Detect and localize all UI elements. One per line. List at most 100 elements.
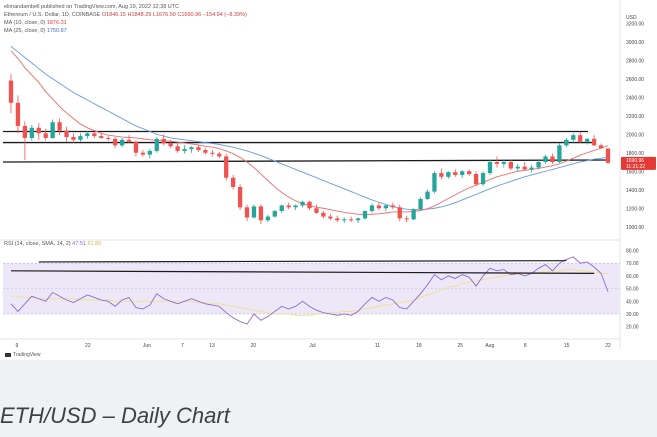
candle-body: [140, 152, 146, 155]
candle-body: [126, 139, 132, 142]
candle-body: [550, 156, 555, 162]
rsi-axis-tick: 80.00: [626, 249, 639, 255]
candle-body: [71, 137, 76, 140]
candle-body: [293, 205, 298, 208]
price-axis-tick: 1200.00: [626, 206, 644, 212]
rsi-axis-tick: 20.00: [626, 325, 639, 331]
candle-body: [36, 127, 41, 134]
ma10-value: 1876.31: [46, 20, 67, 26]
candle-body: [348, 219, 354, 221]
candle-body: [64, 130, 69, 138]
rsi-value: 47.51: [72, 241, 86, 247]
candle-body: [251, 206, 257, 218]
time-axis-tick: 25: [457, 343, 463, 349]
candle-body: [404, 218, 409, 220]
candle-body: [536, 162, 541, 168]
candle-body: [460, 171, 465, 175]
candle-body: [369, 205, 375, 212]
attribution-text: elimandambell published on TradingView.c…: [4, 4, 180, 10]
candle-body: [8, 80, 14, 103]
ma10-line: [10, 50, 609, 216]
candle-body: [168, 143, 173, 147]
price-axis-tick: 3200.00: [626, 21, 644, 27]
price-axis-tick: 1400.00: [626, 188, 644, 194]
time-axis-tick: 15: [564, 343, 570, 349]
candle-body: [321, 212, 326, 217]
candle-body: [50, 122, 55, 138]
candle-body: [244, 207, 250, 218]
candle-body: [147, 150, 152, 155]
candle-body: [217, 153, 222, 157]
ma25-label: MA (25, close, 0): [4, 28, 46, 34]
rsi-sma-value: 61.89: [87, 241, 102, 247]
candle-body: [15, 102, 21, 126]
candle-body: [439, 173, 444, 177]
rsi-header: RSI (14, close, SMA, 14, 2) 47.51 61.89: [4, 241, 101, 247]
candle-body: [29, 127, 34, 138]
candle-body: [314, 208, 319, 213]
chart-caption: ETH/USD – Daily Chart: [0, 403, 230, 428]
candle-body: [230, 177, 236, 187]
chart-header: elimandambell published on TradingView.c…: [4, 3, 247, 35]
tradingview-logo[interactable]: TradingView: [5, 352, 41, 358]
candle-body: [543, 156, 548, 162]
candle-body: [85, 133, 90, 137]
price-axis-tick: 2600.00: [626, 77, 644, 83]
candle-body: [210, 152, 215, 154]
last-price-countdown: 11:21:22: [626, 164, 645, 170]
candle-body: [112, 138, 118, 146]
time-axis-tick: 7: [181, 343, 184, 349]
candle-body: [473, 174, 479, 185]
time-axis-tick: 18: [416, 343, 422, 349]
rsi-axis-tick: 70.00: [626, 261, 639, 267]
candle-body: [557, 145, 562, 162]
candle-body: [571, 135, 576, 140]
candle-body: [508, 162, 513, 169]
time-axis-tick: Jul: [309, 343, 315, 349]
time-axis-tick: Jun: [143, 343, 151, 349]
candle-body: [515, 166, 520, 169]
price-axis-tick: 2200.00: [626, 114, 644, 120]
price-axis-tick: 1800.00: [626, 151, 644, 157]
candle-body: [119, 139, 125, 146]
candle-body: [279, 205, 284, 212]
candle-body: [196, 147, 201, 150]
candle-body: [133, 141, 139, 153]
candle-body: [397, 207, 402, 219]
ma25-value: 1750.87: [46, 28, 67, 34]
candle-body: [78, 136, 83, 140]
candle-body: [432, 173, 437, 192]
last-price-value: 1690.96: [626, 158, 644, 164]
price-axis-currency: USD: [626, 15, 637, 21]
candle-body: [224, 156, 229, 178]
candle-body: [154, 138, 159, 151]
candle-body: [175, 146, 180, 151]
price-axis-tick: 1600.00: [626, 169, 644, 175]
candle-body: [522, 166, 527, 170]
chart-svg: USD 1000.00 1200.00 1400.00 1600.00 1800.00 20…: [0, 0, 656, 349]
candle-body: [446, 172, 451, 177]
candle-body: [411, 209, 416, 220]
candle-body: [501, 162, 507, 164]
rsi-label: RSI (14, close, SMA, 14, 2): [4, 241, 71, 247]
ma25-line: [10, 46, 609, 211]
chart-frame: USD 1000.00 1200.00 1400.00 1600.00 1800.00 20…: [0, 0, 657, 360]
candle-body: [300, 201, 305, 206]
price-axis-tick: 1000.00: [626, 225, 644, 231]
ohlc-text: O1846.15 H1848.29 L1676.50 C1690.96 −154…: [101, 12, 247, 18]
candle-body: [342, 219, 347, 221]
rsi-axis-tick: 40.00: [626, 299, 639, 305]
candle-body: [480, 173, 486, 185]
candle-body: [376, 205, 382, 209]
candle-body: [57, 122, 62, 131]
support-resistance-line: [2, 159, 611, 163]
candle-body: [307, 201, 312, 209]
price-axis-tick: 3000.00: [626, 40, 644, 46]
candle-body: [529, 167, 534, 170]
candle-body: [22, 125, 28, 138]
candle-body: [182, 149, 187, 151]
candle-body: [605, 148, 611, 163]
candle-body: [161, 138, 166, 144]
candle-body: [106, 137, 111, 139]
time-axis-tick: 13: [209, 343, 215, 349]
